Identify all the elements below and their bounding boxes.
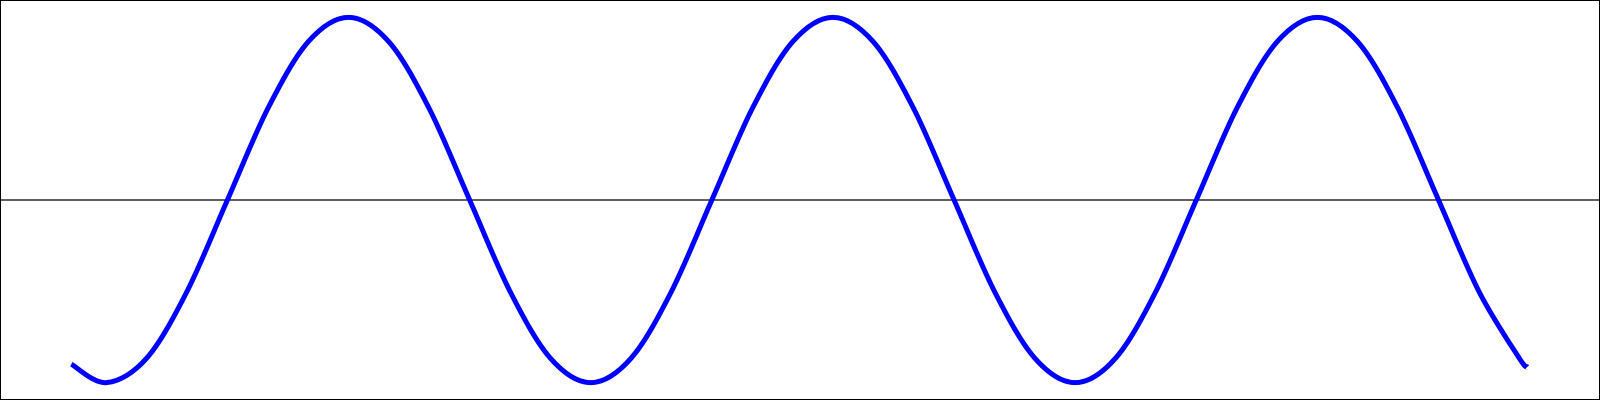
series-line: [69, 14, 1530, 386]
